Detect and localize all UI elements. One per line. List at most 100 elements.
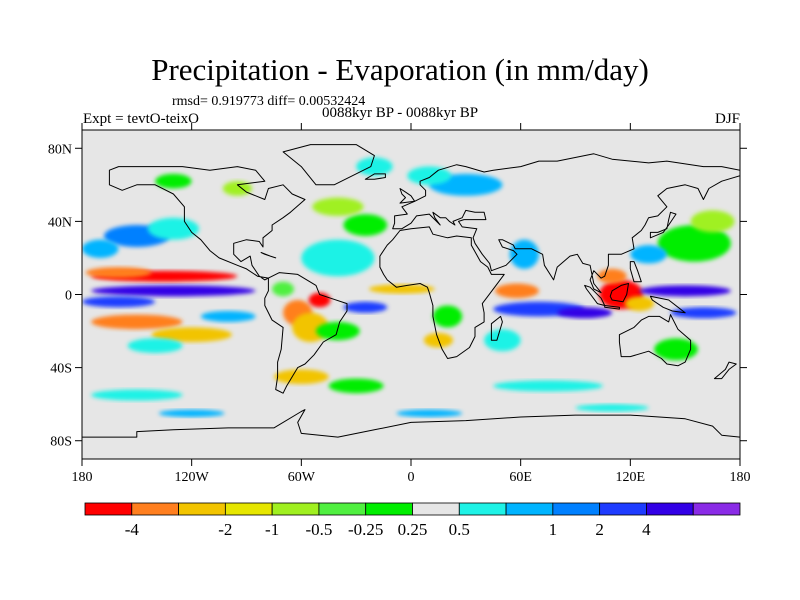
colorbar-swatch [412, 502, 460, 516]
colorbar-label: -1 [265, 520, 279, 539]
field-patch [407, 166, 452, 185]
coastline [649, 211, 677, 239]
field-layer [82, 157, 737, 417]
coastline [282, 144, 375, 186]
coastline [629, 261, 642, 283]
field-patch [657, 225, 731, 262]
field-patch [575, 404, 649, 412]
colorbar-swatch [84, 502, 133, 516]
field-patch [639, 285, 731, 297]
field-patch [85, 267, 152, 279]
colorbar-label: 4 [642, 520, 651, 539]
field-patch [155, 173, 192, 189]
lat-tick-label: 40S [50, 362, 72, 377]
lon-tick-label: 180 [730, 470, 751, 485]
field-patch [356, 157, 393, 176]
coastline [490, 315, 503, 341]
colorbar-label: -0.25 [348, 520, 383, 539]
colorbar-swatch [505, 502, 554, 516]
colorbar-swatch [458, 502, 507, 516]
field-patch [158, 409, 225, 417]
coastline [604, 305, 620, 310]
colorbar-swatch [692, 502, 741, 516]
field-patch [368, 284, 435, 294]
field-patch [597, 268, 627, 284]
field-patch [91, 389, 183, 401]
field-patch [624, 296, 655, 311]
colorbar-swatch [599, 502, 647, 516]
coastline [392, 153, 740, 294]
field-patch [432, 305, 463, 328]
field-patch [495, 283, 539, 299]
field-patch [312, 197, 364, 216]
coastline [260, 252, 277, 259]
colorbar-swatch [224, 502, 273, 516]
colorbar-label: 2 [595, 520, 604, 539]
map-axes: 80N 40N 0 40S 80S 180 120W 60W 0 60E 120E 180 [48, 123, 751, 485]
lon-tick-label: 60W [288, 470, 316, 485]
colorbar-swatch [178, 502, 226, 516]
coastline [379, 226, 505, 359]
field-patch [82, 239, 119, 258]
field-patch [301, 239, 375, 277]
colorbar-swatch [365, 502, 413, 516]
field-patch [328, 378, 384, 394]
field-patch [273, 369, 329, 385]
colorbar-label: 0.25 [398, 520, 428, 539]
field-patch [151, 327, 232, 343]
coastline [649, 295, 686, 314]
coastline [264, 272, 348, 394]
coastline [82, 409, 740, 459]
field-patch [127, 338, 183, 353]
colorbar-label: -0.5 [305, 520, 332, 539]
colorbar-swatch [271, 502, 320, 516]
colorbar-label: 1 [549, 520, 558, 539]
colorbar-swatch [318, 502, 367, 516]
season-label: DJF [714, 111, 740, 127]
field-patch [557, 307, 613, 319]
experiment-label: Expt = tevtO-teixO [83, 111, 199, 127]
field-patch [272, 281, 295, 297]
field-patch [493, 380, 603, 392]
field-patch [200, 310, 256, 322]
coastline [618, 314, 692, 367]
field-patch [343, 301, 388, 313]
coastline [108, 166, 306, 281]
colorbar-swatch [646, 502, 694, 516]
stats-line: rmsd= 0.919773 diff= 0.00532424 [172, 94, 366, 109]
period-label: 0088kyr BP - 0088kyr BP [322, 105, 479, 121]
field-patch [509, 239, 539, 269]
field-patch [484, 329, 521, 352]
field-patch [630, 245, 667, 264]
chart-title: Precipitation - Evaporation (in mm/day) [151, 52, 649, 87]
coastline [609, 283, 629, 303]
coastline-layer [82, 144, 740, 459]
field-patch [343, 214, 388, 237]
field-patch [91, 285, 256, 297]
field-patch [670, 307, 737, 319]
lat-tick-label: 40N [48, 215, 72, 230]
field-patch [82, 296, 156, 308]
colorbar-label: 0.5 [449, 520, 470, 539]
lat-tick-label: 80S [50, 435, 72, 450]
lon-tick-label: 0 [408, 470, 415, 485]
lon-tick-label: 180 [72, 470, 93, 485]
colorbar-swatch [552, 502, 601, 516]
coastline [364, 173, 386, 180]
lat-tick-label: 80N [48, 142, 72, 157]
field-patch [690, 210, 735, 233]
lat-tick-label: 0 [65, 289, 72, 304]
coastline [713, 361, 737, 380]
colorbar-label: -4 [125, 520, 140, 539]
colorbar-label: -2 [218, 520, 232, 539]
coastline [399, 188, 416, 204]
lon-tick-label: 120W [175, 470, 210, 485]
lon-tick-label: 120E [616, 470, 646, 485]
field-patch [222, 181, 252, 196]
field-patch [315, 321, 360, 341]
field-patch [654, 338, 698, 361]
colorbar-swatch [131, 502, 179, 516]
lon-tick-label: 60E [509, 470, 532, 485]
